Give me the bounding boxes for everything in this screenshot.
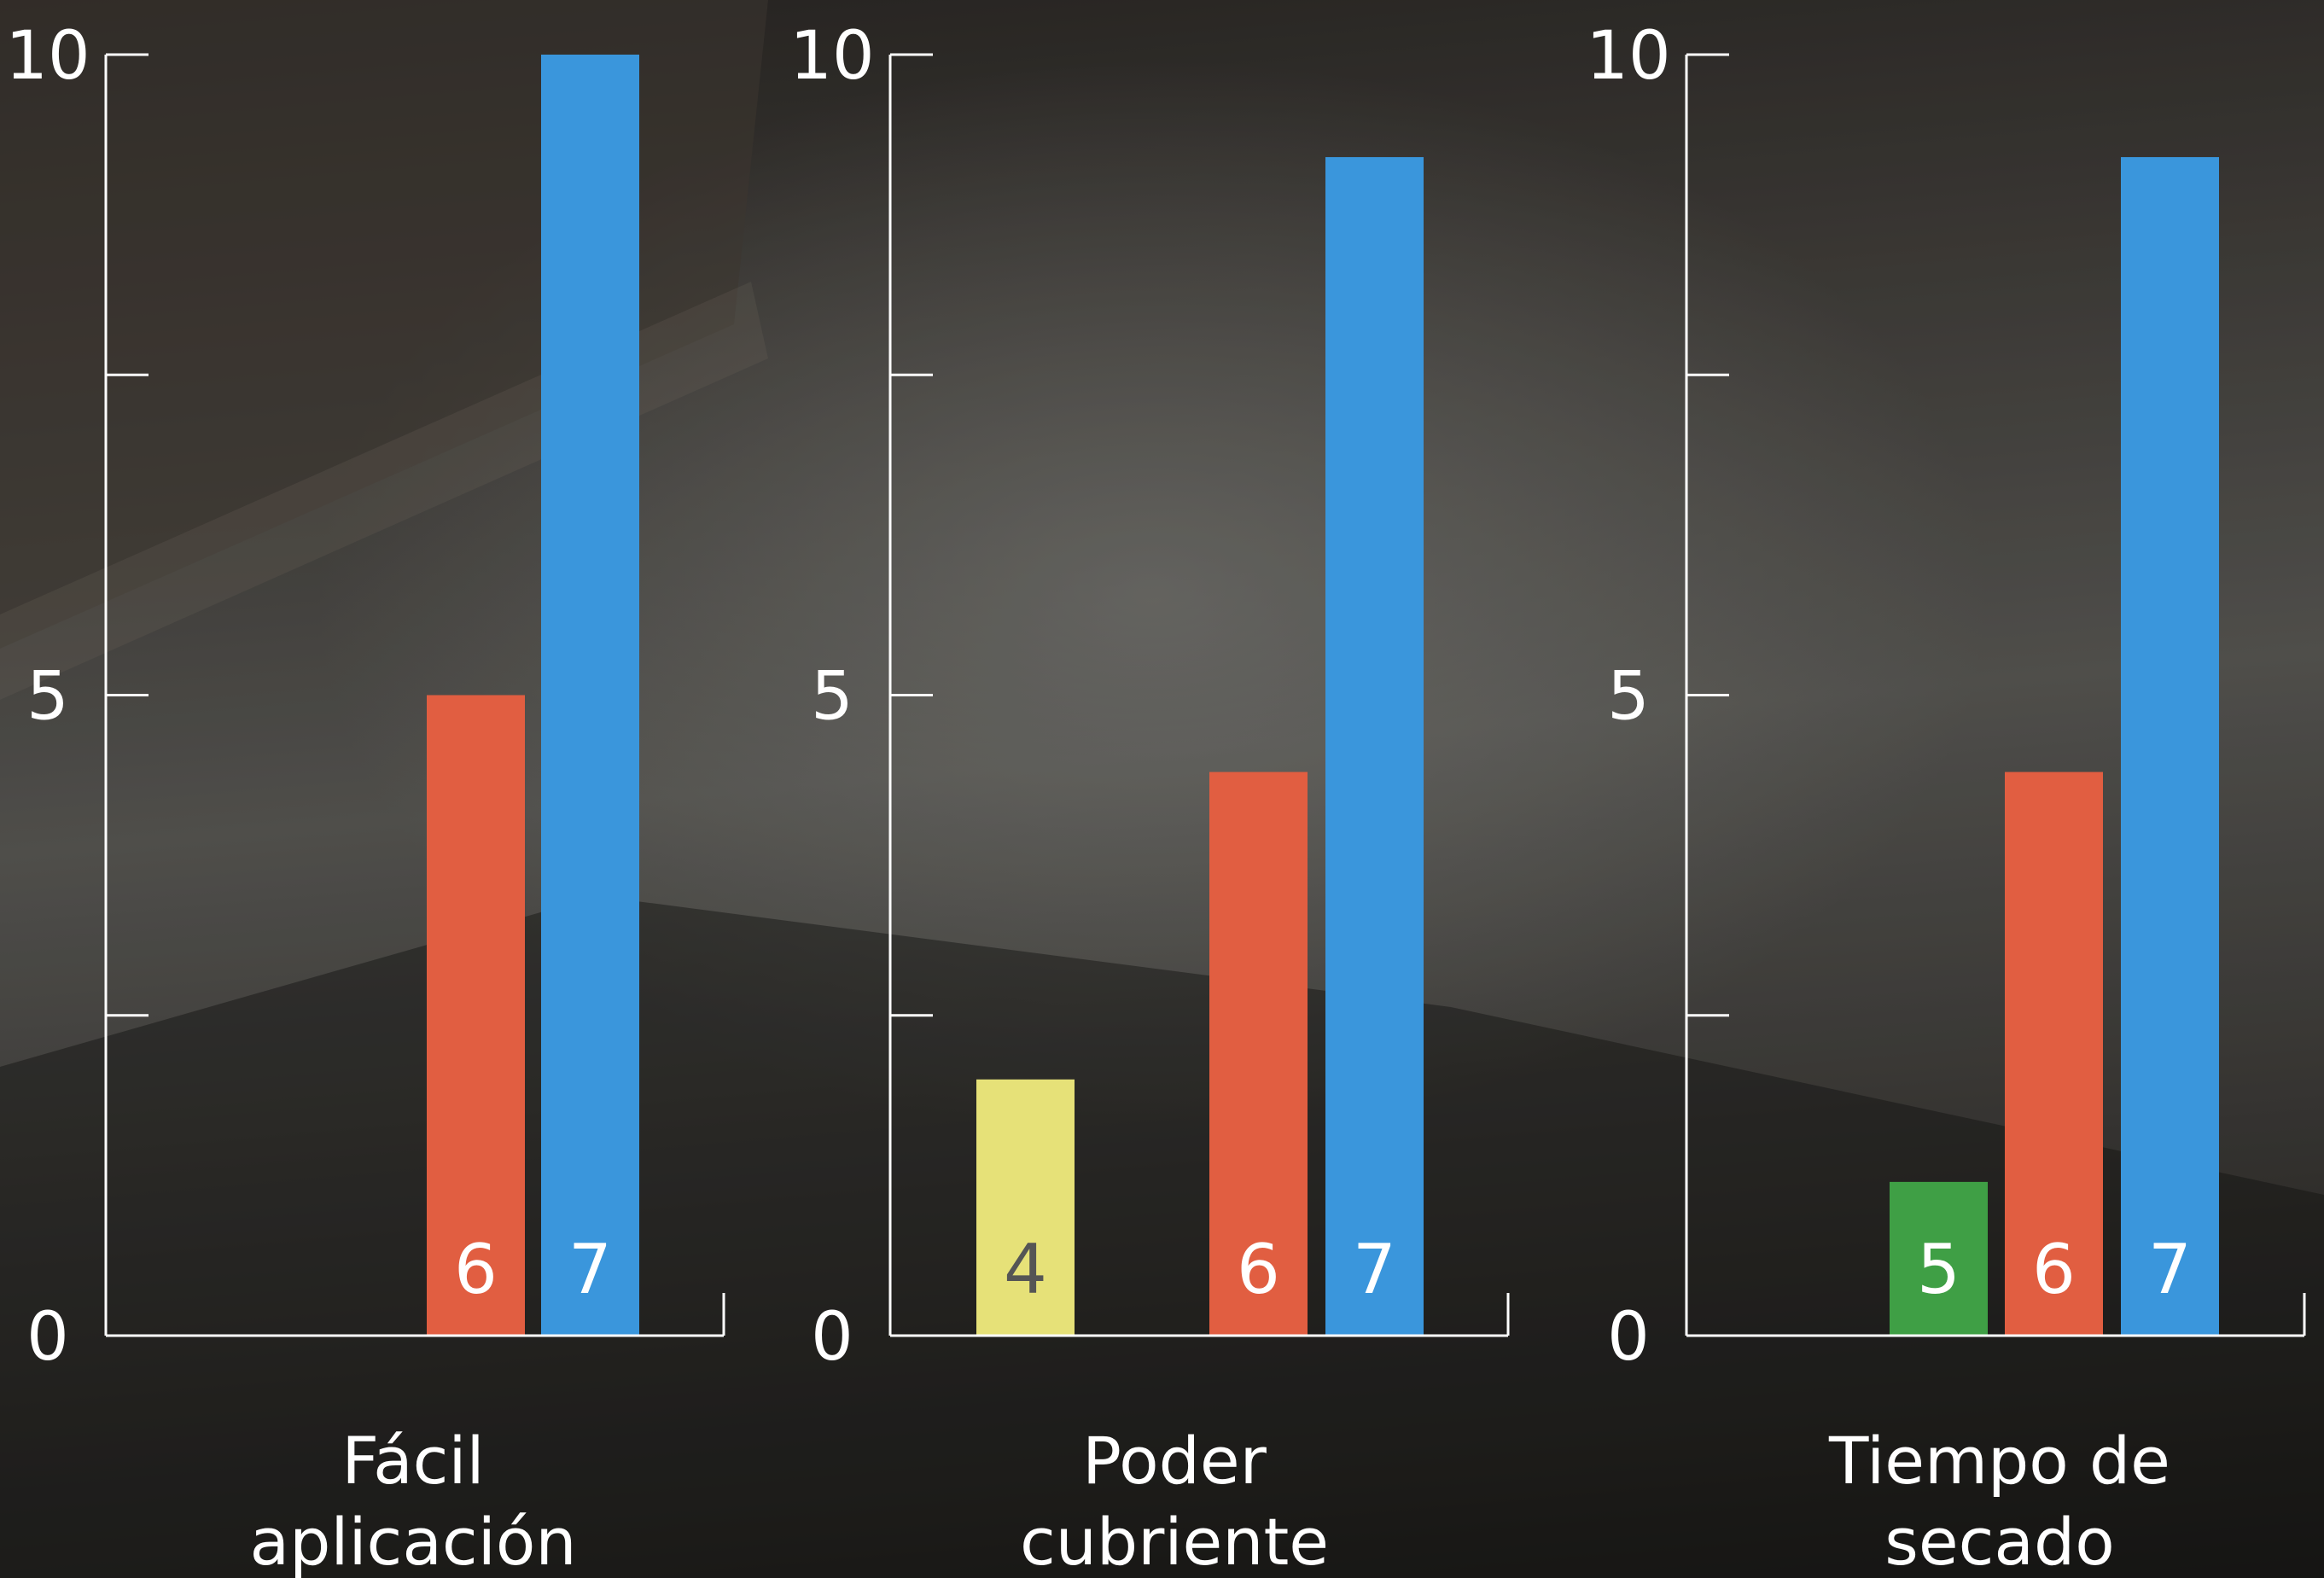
y-tick-label: 0	[1607, 1299, 1650, 1376]
bar-value-label: 6	[2032, 1230, 2076, 1309]
bar	[427, 695, 525, 1336]
category-label-line: secado	[1884, 1504, 2114, 1578]
bar-value-label: 4	[1004, 1230, 1047, 1309]
bar	[1325, 157, 1424, 1336]
category-label-line: Fácil	[341, 1423, 484, 1499]
y-tick-label: 5	[26, 659, 69, 736]
bar-value-label: 5	[1917, 1230, 1960, 1309]
y-tick-label: 5	[811, 659, 853, 736]
category-label-line: Tiempo de	[1828, 1423, 2170, 1499]
bar	[541, 55, 639, 1336]
bar-value-label: 7	[568, 1230, 612, 1309]
category-label-line: Poder	[1082, 1423, 1267, 1499]
bar-value-label: 7	[2148, 1230, 2192, 1309]
category-label-line: cubriente	[1020, 1504, 1329, 1578]
bar	[976, 1079, 1075, 1336]
bar	[2005, 772, 2103, 1336]
y-tick-label: 10	[5, 18, 90, 95]
bar-value-label: 6	[1237, 1230, 1280, 1309]
category-label-line: aplicación	[250, 1504, 577, 1578]
y-tick-label: 10	[789, 18, 874, 95]
y-tick-label: 10	[1586, 18, 1670, 95]
bar	[1209, 772, 1308, 1336]
y-tick-label: 5	[1607, 659, 1650, 736]
bar	[2121, 157, 2219, 1336]
bar	[1890, 1181, 1988, 1336]
bar-value-label: 7	[1353, 1230, 1396, 1309]
y-tick-label: 0	[26, 1299, 69, 1376]
y-tick-label: 0	[811, 1299, 853, 1376]
bar-value-label: 6	[454, 1230, 498, 1309]
